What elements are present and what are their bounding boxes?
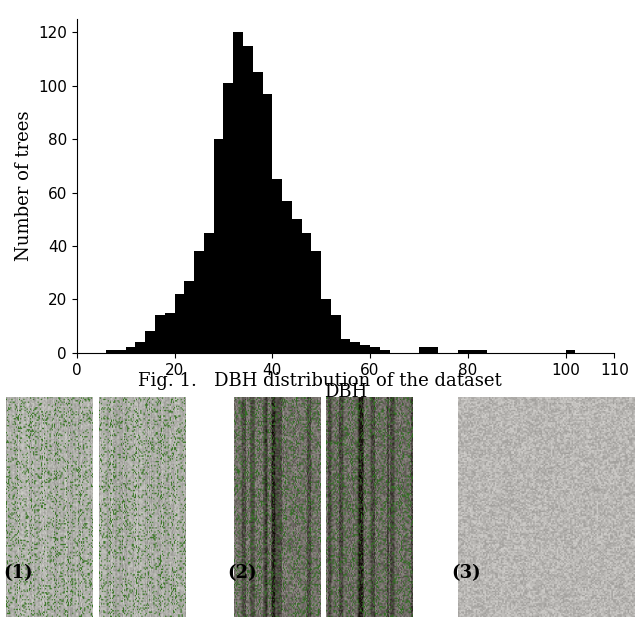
Bar xyxy=(370,348,380,353)
Text: Fig. 1.   DBH distribution of the dataset: Fig. 1. DBH distribution of the dataset xyxy=(138,372,502,390)
Bar xyxy=(194,251,204,353)
Text: (3): (3) xyxy=(451,564,481,582)
Text: (2): (2) xyxy=(227,564,257,582)
Text: (1): (1) xyxy=(3,564,33,582)
X-axis label: DBH: DBH xyxy=(324,383,367,401)
Bar xyxy=(360,345,370,353)
Bar xyxy=(312,251,321,353)
Bar xyxy=(125,348,136,353)
Bar xyxy=(136,342,145,353)
Bar xyxy=(351,342,360,353)
Bar xyxy=(477,350,487,353)
Bar xyxy=(301,232,312,353)
Bar xyxy=(106,350,116,353)
Bar xyxy=(223,83,233,353)
Bar xyxy=(233,32,243,353)
Bar xyxy=(204,232,214,353)
Bar xyxy=(116,350,125,353)
Bar xyxy=(184,281,194,353)
Bar xyxy=(331,316,340,353)
Bar xyxy=(262,94,272,353)
Bar xyxy=(321,299,331,353)
Bar xyxy=(468,350,477,353)
Bar xyxy=(282,200,292,353)
Bar xyxy=(145,331,155,353)
Bar xyxy=(419,348,429,353)
Bar xyxy=(214,139,223,353)
Bar xyxy=(272,179,282,353)
Bar xyxy=(566,350,575,353)
Bar xyxy=(155,316,164,353)
Bar xyxy=(458,350,468,353)
Bar xyxy=(340,340,351,353)
Bar xyxy=(429,348,438,353)
Bar xyxy=(164,312,175,353)
Bar xyxy=(243,45,253,353)
Y-axis label: Number of trees: Number of trees xyxy=(15,111,33,261)
Bar xyxy=(292,219,301,353)
Bar xyxy=(253,72,262,353)
Bar xyxy=(380,350,390,353)
Bar xyxy=(175,294,184,353)
